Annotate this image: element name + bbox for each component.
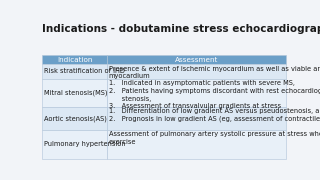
Bar [43,55,107,64]
Text: Mitral stenosis(MS): Mitral stenosis(MS) [44,90,108,96]
Text: Assessment of pulmonary artery systolic pressure at stress when patient is unabl: Assessment of pulmonary artery systolic … [108,131,320,145]
Bar [43,130,107,159]
Text: Presence & extent of ischemic myocardium as well as viable and/or hibernating
my: Presence & extent of ischemic myocardium… [108,66,320,79]
Text: Indications - dobutamine stress echocardiography: Indications - dobutamine stress echocard… [43,24,320,34]
Bar [107,55,285,64]
Text: 1.   Indicated in asymptomatic patients with severe MS,
2.   Patients having sym: 1. Indicated in asymptomatic patients wi… [108,80,320,109]
Bar [107,64,285,79]
Bar [43,79,107,107]
Bar [43,107,107,130]
Bar [107,107,285,130]
Bar [107,79,285,107]
Bar [107,130,285,159]
Text: Assessment: Assessment [174,57,218,62]
Bar [43,64,107,79]
Text: Aortic stenosis(AS): Aortic stenosis(AS) [44,115,107,122]
Text: Indication: Indication [57,57,92,62]
Text: 1.   Differentiation of low gradient AS versus pseudostenosis, and
2.   Prognosi: 1. Differentiation of low gradient AS ve… [108,108,320,122]
Text: Pulmonary hypertension: Pulmonary hypertension [44,141,126,147]
Text: Risk stratification of IHD: Risk stratification of IHD [44,69,125,75]
